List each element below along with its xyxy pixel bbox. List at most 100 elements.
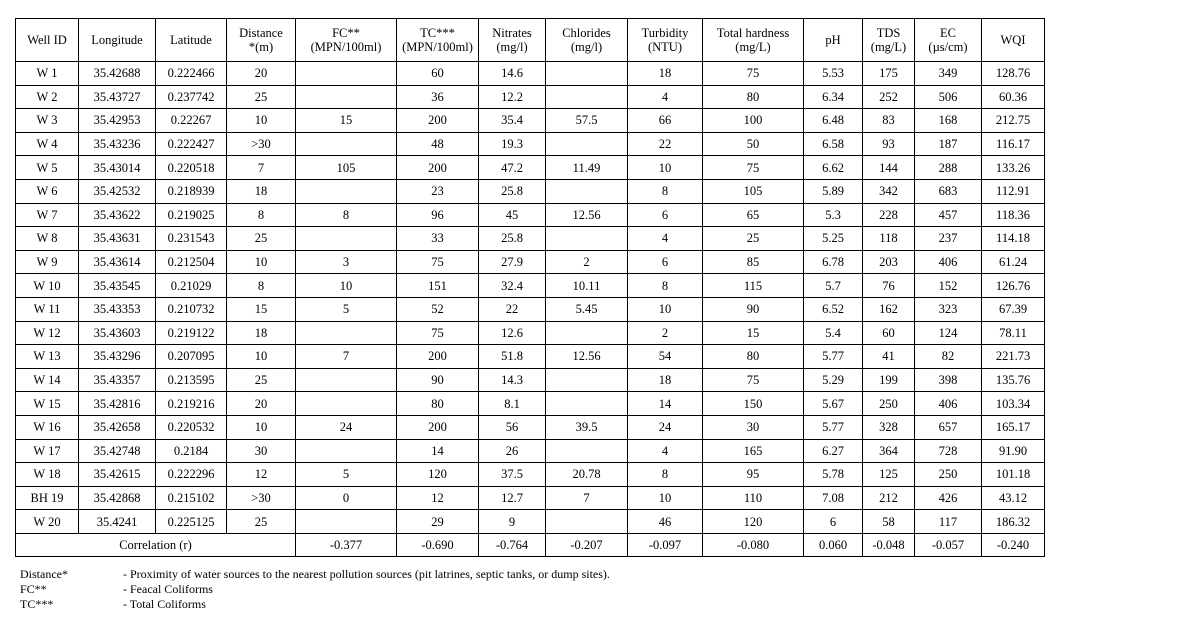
table-cell: 457 <box>914 202 982 228</box>
table-cell: 133.26 <box>981 155 1045 180</box>
header-label: Total hardness <box>716 26 790 40</box>
table-cell: 506 <box>914 84 982 110</box>
table-row: W 18 35.42615 0.222296 12 5 120 37.5 20.78 8 95 5.… <box>15 462 1045 487</box>
table-cell: 0.225125 <box>155 509 227 534</box>
table-cell <box>545 178 628 204</box>
header-label: pH <box>825 33 841 47</box>
table-cell: 10 <box>627 296 703 322</box>
correlation-value: 0.060 <box>803 532 863 558</box>
table-cell: 35.42688 <box>78 61 156 86</box>
table-cell: 200 <box>396 155 479 180</box>
table-cell: 14 <box>627 391 703 416</box>
table-cell: W 1 <box>15 61 79 86</box>
table-cell: 10 <box>627 485 703 511</box>
table-cell: 105 <box>702 178 804 204</box>
table-cell: 250 <box>862 391 915 416</box>
table-cell: 125 <box>862 462 915 487</box>
table-cell: 7 <box>226 155 296 180</box>
table-cell: 90 <box>396 367 479 393</box>
table-cell: 11.49 <box>545 155 628 180</box>
table-cell: 0.219216 <box>155 391 227 416</box>
table-row: W 17 35.42748 0.2184 30 14 26 4 165 6.27 364 728 91… <box>15 438 1045 464</box>
table-cell: 5.89 <box>803 178 863 204</box>
table-row: W 4 35.43236 0.222427 >30 48 19.3 22 50 6.58 93 18… <box>15 131 1045 157</box>
table-cell: 116.17 <box>981 131 1045 157</box>
correlation-value: -0.764 <box>478 532 546 558</box>
column-header: Total hardness (mg/L) <box>702 18 804 62</box>
table-cell: 10.11 <box>545 273 628 298</box>
table-cell: 18 <box>226 178 296 204</box>
table-cell: 25 <box>702 226 804 251</box>
table-cell: 288 <box>914 155 982 180</box>
table-cell: 47.2 <box>478 155 546 180</box>
table-cell: 8 <box>226 273 296 298</box>
table-cell: 35.42615 <box>78 462 156 487</box>
column-header: Chlorides (mg/l) <box>545 18 628 62</box>
table-cell: 83 <box>862 108 915 133</box>
table-cell: 5.45 <box>545 296 628 322</box>
table-cell: 10 <box>295 273 397 298</box>
header-label: Latitude <box>170 33 212 47</box>
table-cell: 15 <box>702 320 804 346</box>
header-unit: (MPN/100ml) <box>402 40 473 54</box>
header-label: Chlorides <box>562 26 611 40</box>
table-cell: 35.42953 <box>78 108 156 133</box>
table-cell: 0.213595 <box>155 367 227 393</box>
table-cell: 6 <box>627 249 703 275</box>
table-cell: 54 <box>627 344 703 369</box>
table-cell: 35.43353 <box>78 296 156 322</box>
table-cell: 7 <box>295 344 397 369</box>
table-cell: 117 <box>914 509 982 534</box>
table-cell: W 4 <box>15 131 79 157</box>
table-cell: 110 <box>702 485 804 511</box>
footnote-key: Distance* <box>20 567 68 581</box>
table-cell: 4 <box>627 438 703 464</box>
footnotes: Distance* - Proximity of water sources to… <box>20 567 610 612</box>
table-cell: 43.12 <box>981 485 1045 511</box>
table-cell: 37.5 <box>478 462 546 487</box>
table-cell: 12.2 <box>478 84 546 110</box>
header-unit: (mg/L) <box>735 40 771 54</box>
table-cell: 57.5 <box>545 108 628 133</box>
correlation-value: -0.240 <box>981 532 1045 558</box>
table-cell: 342 <box>862 178 915 204</box>
table-row: W 14 35.43357 0.213595 25 90 14.3 18 75 5.29 199 3… <box>15 367 1045 393</box>
table-cell: 35.43727 <box>78 84 156 110</box>
table-cell: 12.56 <box>545 344 628 369</box>
table-cell: 0.231543 <box>155 226 227 251</box>
table-cell: 0.212504 <box>155 249 227 275</box>
table-cell: 5.53 <box>803 61 863 86</box>
table-cell: 0.222296 <box>155 462 227 487</box>
table-cell: 35.43545 <box>78 273 156 298</box>
table-cell: 41 <box>862 344 915 369</box>
table-cell: 6 <box>627 202 703 228</box>
header-label: WQI <box>1000 33 1026 47</box>
table-cell: 24 <box>627 414 703 440</box>
table-cell: 35.42868 <box>78 485 156 511</box>
table-cell: 118.36 <box>981 202 1045 228</box>
table-cell: 20.78 <box>545 462 628 487</box>
table-cell: 5 <box>295 296 397 322</box>
table-cell: 12 <box>226 462 296 487</box>
table-cell: W 12 <box>15 320 79 346</box>
table-cell: 25.8 <box>478 178 546 204</box>
table-cell: 90 <box>702 296 804 322</box>
table-cell: 8 <box>295 202 397 228</box>
table-cell: 103.34 <box>981 391 1045 416</box>
table-cell: 80 <box>702 84 804 110</box>
table-cell: 35.43236 <box>78 131 156 157</box>
table-cell: 6.62 <box>803 155 863 180</box>
table-cell: W 16 <box>15 414 79 440</box>
table-cell: 14.3 <box>478 367 546 393</box>
table-cell: 60 <box>862 320 915 346</box>
table-cell: 75 <box>702 155 804 180</box>
table-cell: 328 <box>862 414 915 440</box>
table-cell <box>295 391 397 416</box>
header-label: EC <box>940 26 956 40</box>
table-row: BH 19 35.42868 0.215102 >30 0 12 12.7 7 10 110 7.0… <box>15 485 1045 511</box>
column-header: FC** (MPN/100ml) <box>295 18 397 62</box>
footnote-text: - Feacal Coliforms <box>123 582 213 596</box>
table-cell: 0.220532 <box>155 414 227 440</box>
table-cell <box>545 61 628 86</box>
table-cell: 75 <box>396 249 479 275</box>
